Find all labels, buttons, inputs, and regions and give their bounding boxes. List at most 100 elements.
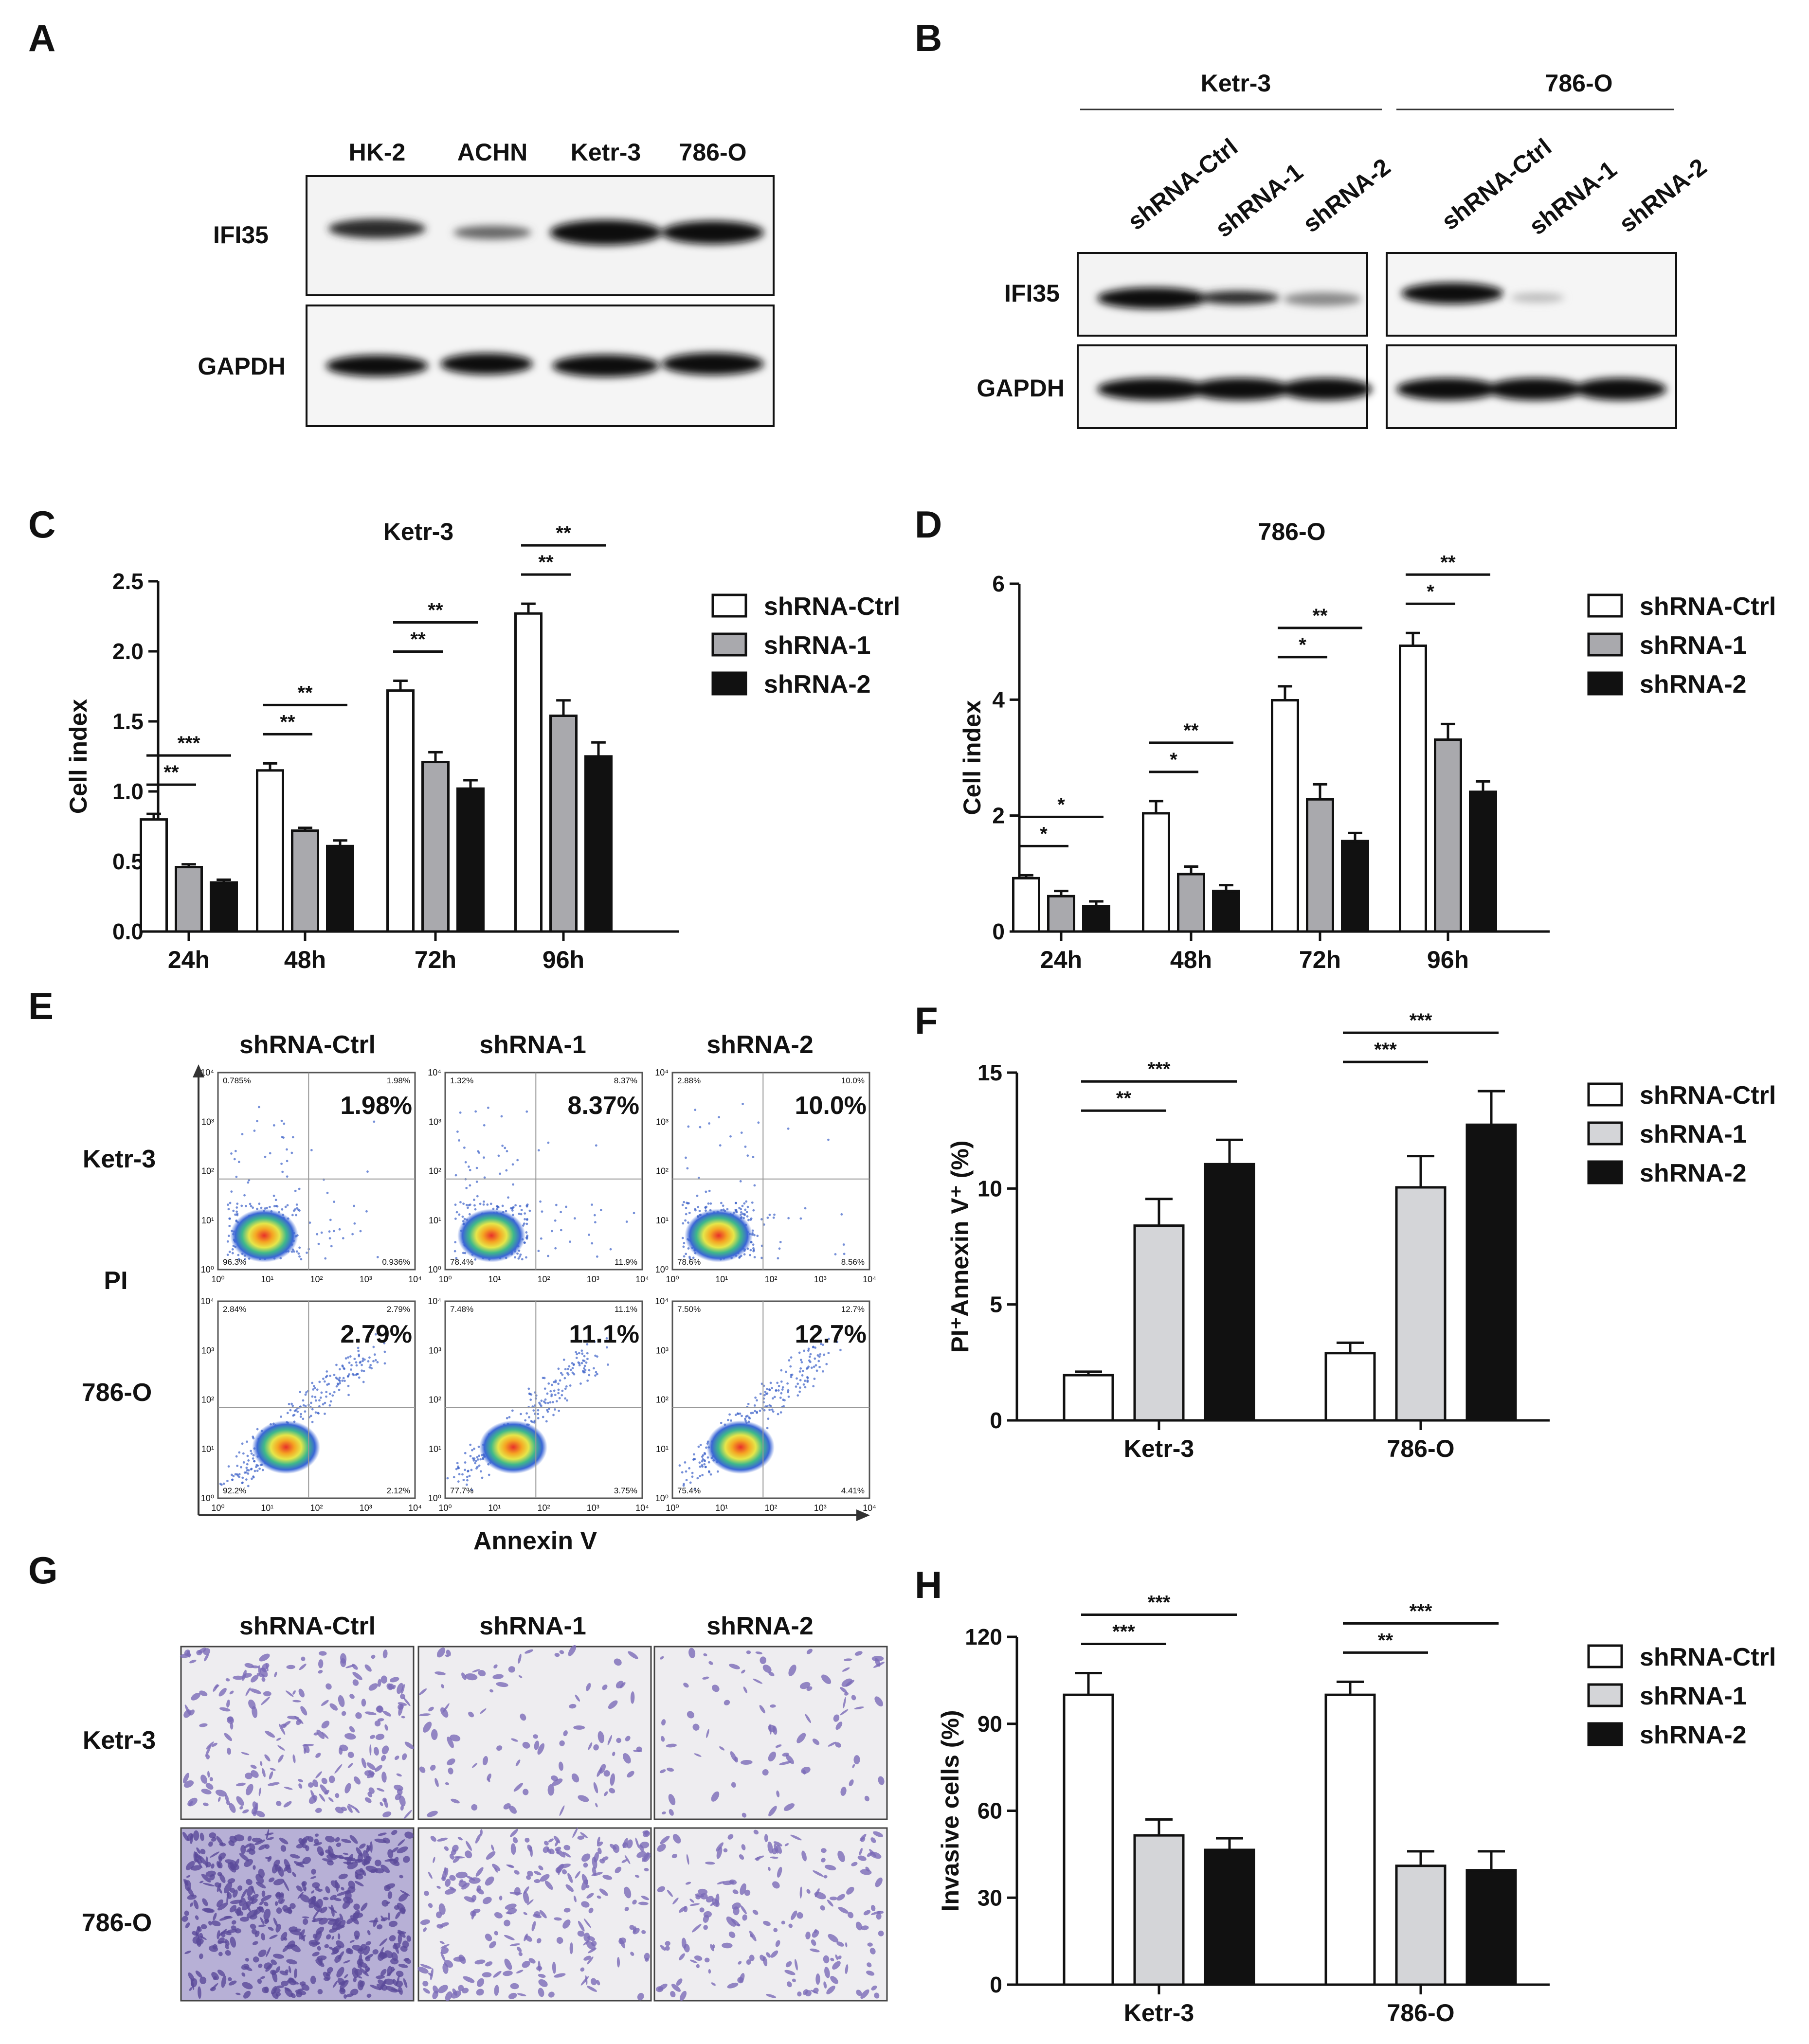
cell: [708, 1969, 711, 1974]
event-dot: [362, 1381, 365, 1383]
cell: [474, 1959, 486, 1965]
event-dot: [764, 1405, 767, 1408]
cell: [461, 1883, 470, 1890]
cell: [241, 1752, 250, 1756]
cell: [375, 1734, 385, 1740]
cell: [251, 1770, 259, 1778]
cell: [597, 1841, 603, 1847]
event-dot: [335, 1363, 338, 1366]
event-dot: [483, 1124, 486, 1127]
cell: [717, 1881, 725, 1884]
event-dot: [799, 1359, 802, 1362]
cell: [210, 1851, 220, 1858]
cell: [340, 1658, 346, 1667]
cell: [288, 1977, 293, 1980]
apoptosis-percent: 8.37%: [568, 1092, 639, 1120]
event-dot: [807, 1349, 810, 1352]
event-dot: [580, 1349, 583, 1352]
event-dot: [469, 1169, 471, 1171]
cell: [449, 1875, 456, 1881]
cell: [753, 1678, 763, 1684]
y-decade-label: 10²: [656, 1166, 669, 1176]
cell: [441, 1684, 444, 1688]
cell: [394, 1756, 399, 1760]
cell: [857, 1855, 867, 1861]
event-dot: [286, 1204, 289, 1207]
event-dot: [764, 1390, 767, 1393]
event-dot: [462, 1252, 465, 1255]
apoptosis-percent: 2.79%: [341, 1320, 412, 1348]
legend-swatch: [1587, 1683, 1623, 1707]
event-dot: [326, 1191, 329, 1194]
cell: [347, 1752, 354, 1758]
event-dot: [314, 1411, 317, 1414]
event-dot: [357, 1346, 360, 1349]
cell: [692, 1723, 700, 1731]
cell: [738, 1961, 742, 1965]
cell: [743, 1686, 747, 1693]
event-dot: [585, 1361, 588, 1364]
event-dot: [571, 1362, 574, 1364]
event-dot: [730, 1419, 732, 1422]
cell: [263, 1901, 269, 1906]
y-decade-label: 10³: [429, 1345, 441, 1355]
cell: [657, 1886, 665, 1893]
event-dot: [772, 1410, 775, 1413]
quadrant-lr: 4.41%: [841, 1486, 865, 1495]
cell: [382, 1710, 391, 1717]
event-dot: [699, 1475, 702, 1477]
cell: [643, 1831, 651, 1837]
y-axis-label: Invasive cells (%): [937, 1710, 964, 1911]
event-dot: [230, 1473, 233, 1476]
cell: [211, 1863, 215, 1869]
event-dot: [525, 1219, 528, 1221]
x-decade-label: 10¹: [715, 1503, 728, 1513]
cell: [263, 1691, 271, 1697]
cell: [403, 1697, 411, 1706]
event-dot: [286, 1412, 289, 1415]
blot-b-group-786o: 786-O: [1545, 70, 1613, 97]
cell: [276, 1738, 281, 1741]
cell: [258, 1665, 261, 1675]
event-dot: [299, 1416, 302, 1418]
chart-title: Ketr-3: [383, 518, 453, 545]
cell: [624, 1855, 631, 1865]
event-dot: [347, 1394, 350, 1397]
cell: [358, 1954, 362, 1965]
cell: [267, 1837, 274, 1840]
cell: [770, 1856, 778, 1859]
event-dot: [548, 1407, 550, 1410]
cell: [244, 1859, 253, 1867]
cell: [534, 1740, 540, 1750]
cell: [583, 1955, 591, 1961]
cell: [292, 1872, 296, 1877]
cell: [722, 1942, 733, 1949]
bar: [1204, 1848, 1255, 1986]
cell: [496, 1682, 508, 1687]
event-dot: [250, 1468, 253, 1470]
event-dot: [752, 1247, 755, 1250]
significance-label: **: [1440, 552, 1456, 573]
event-dot: [698, 1210, 701, 1212]
cell: [325, 1835, 335, 1843]
event-dot: [309, 1415, 312, 1417]
cell: [824, 1967, 830, 1978]
cell: [235, 1992, 241, 1995]
event-dot: [801, 1369, 804, 1372]
cell: [510, 1829, 518, 1837]
event-dot: [804, 1380, 806, 1382]
cell: [189, 1659, 197, 1664]
event-dot: [819, 1353, 822, 1356]
cell: [515, 1759, 521, 1766]
event-dot: [583, 1367, 585, 1370]
x-tick-label: 96h: [543, 946, 584, 973]
cell: [199, 1976, 207, 1985]
cell: [420, 1964, 432, 1969]
cell: [218, 1888, 222, 1894]
y-tick-label: 0: [992, 919, 1005, 944]
event-dot: [464, 1452, 467, 1454]
event-dot: [596, 1255, 598, 1258]
cell: [609, 1788, 615, 1793]
event-dot: [370, 1367, 373, 1370]
event-dot: [302, 1404, 305, 1407]
